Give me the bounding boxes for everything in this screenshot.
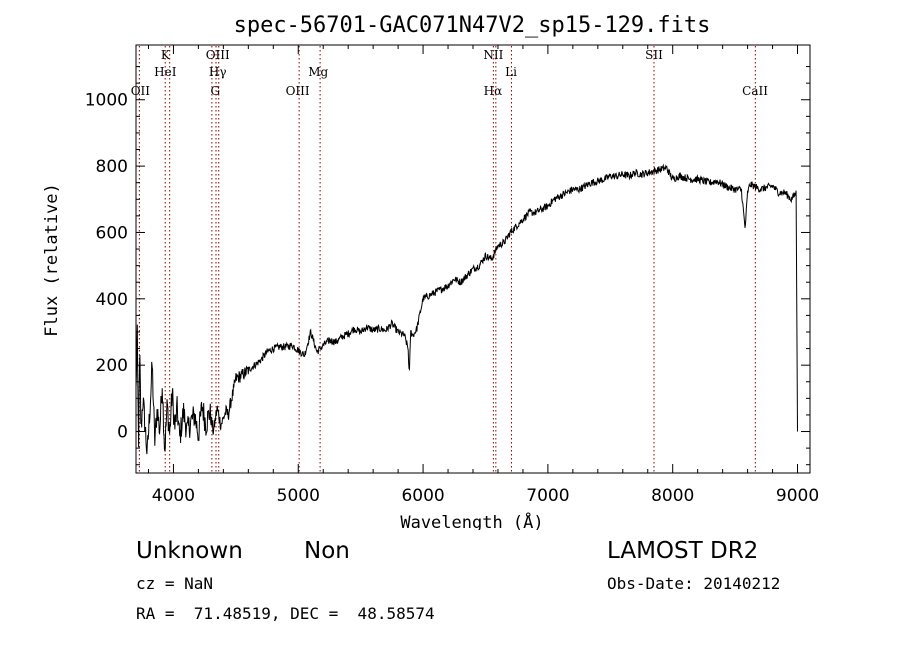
- y-axis-label-group: Flux (relative): [42, 183, 62, 337]
- line-marker-label: OIII: [286, 84, 310, 98]
- x-tick-label: 9000: [776, 486, 819, 506]
- spectrum-line: [135, 163, 798, 455]
- plot-frame: [135, 44, 811, 474]
- line-marker-label: Li: [505, 65, 517, 79]
- y-tick-label: 1000: [85, 91, 128, 111]
- x-axis-label: Wavelength (Å): [400, 511, 543, 530]
- line-marker-label: Hγ: [209, 65, 227, 79]
- x-tick-label: 6000: [401, 486, 444, 506]
- chart-title: spec-56701-GAC071N47V2_sp15-129.fits: [234, 13, 711, 38]
- line-marker-label: Hα: [484, 84, 503, 98]
- x-tick-label: 5000: [277, 486, 320, 506]
- subclass-label: Non: [304, 538, 350, 564]
- line-marker-label: OIII: [206, 48, 230, 62]
- obs-date-label: Obs-Date: 20140212: [607, 574, 781, 593]
- coords-label: RA = 71.48519, DEC = 48.58574: [136, 604, 435, 623]
- spectrum-chart: spec-56701-GAC071N47V2_sp15-129.fits Flu…: [42, 13, 819, 530]
- line-marker-label: G: [210, 84, 220, 98]
- line-marker-label: NII: [483, 48, 503, 62]
- y-tick-label: 200: [96, 356, 128, 376]
- y-tick-label: 600: [96, 223, 128, 243]
- x-tick-label: 7000: [526, 486, 569, 506]
- cz-label: cz = NaN: [136, 574, 214, 593]
- y-axis-label: Flux (relative): [42, 183, 62, 337]
- line-marker-label: Mg: [308, 65, 328, 79]
- survey-label: LAMOST DR2: [607, 538, 759, 564]
- line-marker-label: HeI: [154, 65, 177, 79]
- class-label: Unknown: [136, 538, 243, 564]
- line-marker-label: K: [161, 48, 171, 62]
- x-tick-label: 8000: [651, 486, 694, 506]
- line-marker-label: OII: [131, 84, 151, 98]
- line-marker-label: SII: [645, 48, 663, 62]
- y-tick-label: 400: [96, 290, 128, 310]
- y-tick-label: 0: [117, 423, 128, 443]
- line-marker-label: CaII: [742, 84, 768, 98]
- axis-ticks: 4000 5000 6000 7000 8000 9000 0 200 400 600 800 100…: [85, 45, 819, 506]
- y-tick-label: 800: [96, 157, 128, 177]
- x-tick-label: 4000: [152, 486, 195, 506]
